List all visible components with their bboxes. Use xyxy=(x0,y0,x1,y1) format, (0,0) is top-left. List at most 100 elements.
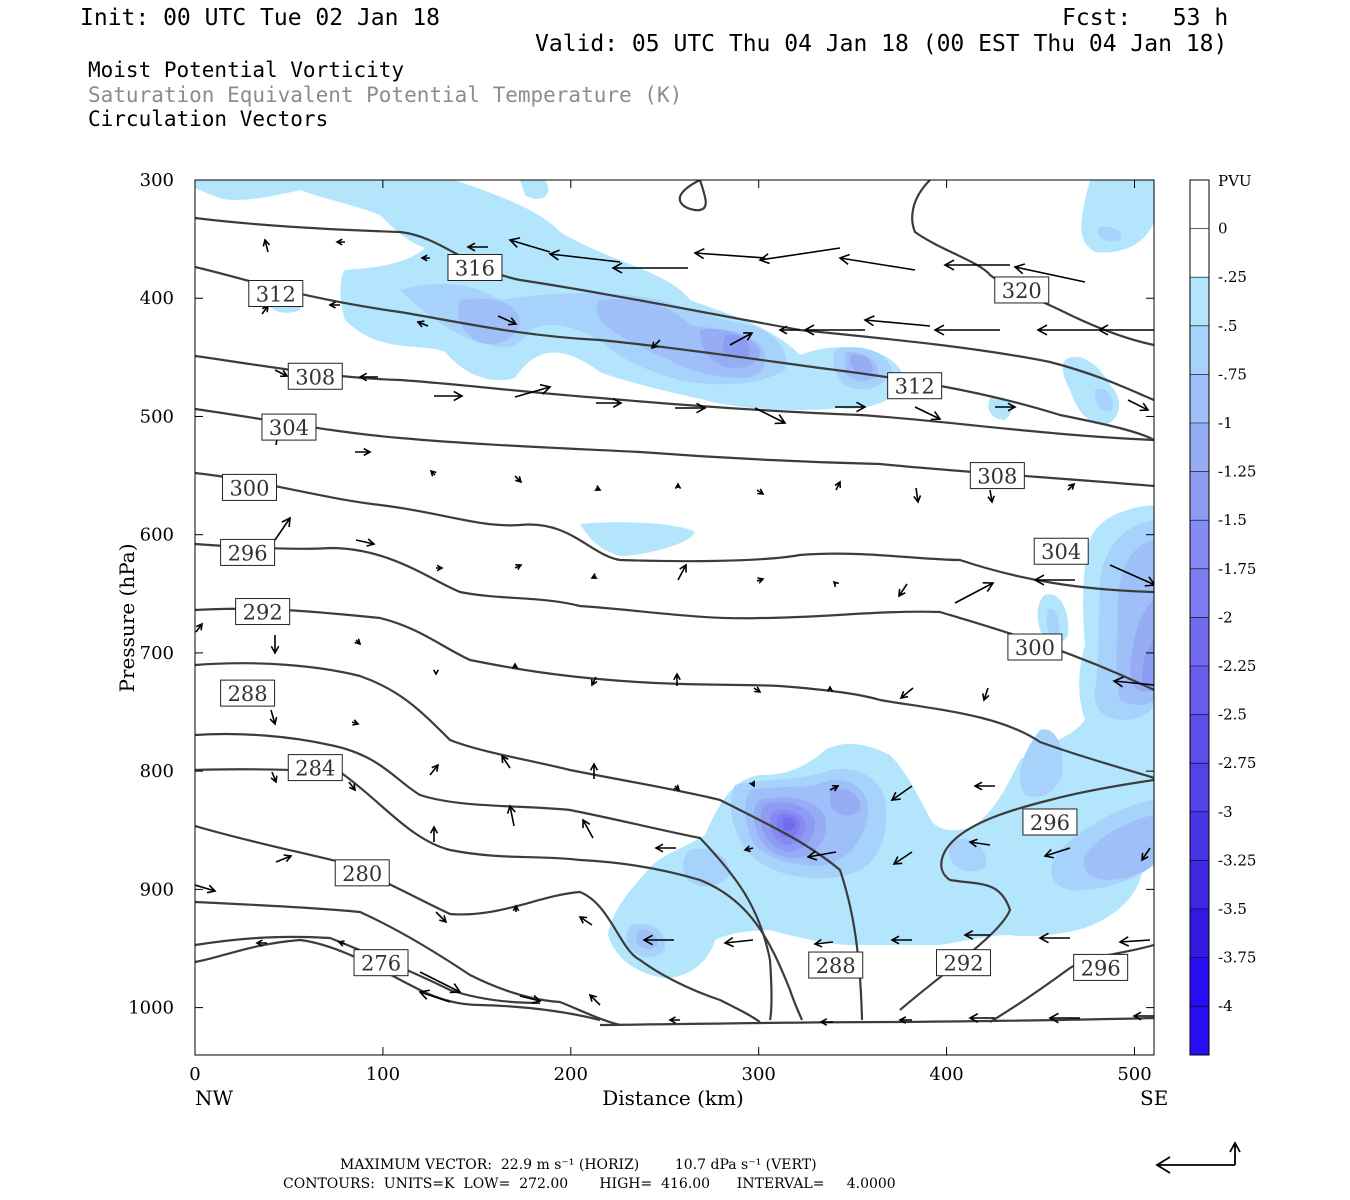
circulation-vector xyxy=(1033,574,1075,586)
circulation-vector xyxy=(354,638,362,646)
forecast-hour: Fcst: 53 h xyxy=(1062,5,1229,31)
x-tick-label: 200 xyxy=(554,1064,588,1085)
svg-text:312: 312 xyxy=(895,375,935,399)
circulation-vector xyxy=(803,324,865,336)
circulation-vector xyxy=(434,390,464,402)
circulation-vector xyxy=(519,994,542,1004)
contour-label: 300 xyxy=(221,473,277,501)
circulation-vector xyxy=(914,406,942,421)
circulation-vector xyxy=(508,237,551,253)
circulation-vector xyxy=(1038,932,1070,944)
x-tick-label: 0 xyxy=(189,1064,200,1085)
circulation-vector xyxy=(756,577,765,584)
circulation-vector xyxy=(355,538,376,547)
circulation-vector xyxy=(963,930,990,940)
colorbar-label: -3.75 xyxy=(1218,949,1256,967)
svg-text:300: 300 xyxy=(1015,636,1055,660)
circulation-vector xyxy=(274,516,291,541)
circulation-vector xyxy=(511,662,519,669)
circulation-vector xyxy=(506,804,516,827)
circulation-vector xyxy=(650,339,661,350)
circulation-vector xyxy=(654,843,676,853)
circulation-vector xyxy=(501,754,511,769)
colorbar-label: -3.5 xyxy=(1218,900,1247,918)
colorbar-unit: PVU xyxy=(1218,172,1252,190)
colorbar-label: -2 xyxy=(1218,608,1233,626)
y-axis-label: Pressure (hPa) xyxy=(115,544,139,693)
circulation-vectors xyxy=(195,237,1154,1026)
contour-label: 316 xyxy=(447,253,503,281)
init-time: Init: 00 UTC Tue 02 Jan 18 xyxy=(80,5,441,31)
contour-label: 304 xyxy=(1033,537,1089,565)
circulation-vector xyxy=(1141,847,1151,862)
svg-text:320: 320 xyxy=(1002,279,1042,303)
y-tick-label: 700 xyxy=(140,643,174,664)
circulation-vector xyxy=(933,324,1000,336)
x-axis-label: Distance (km) xyxy=(602,1086,744,1110)
contour-label: 292 xyxy=(936,949,992,977)
colorbar-label: -.75 xyxy=(1218,365,1247,383)
circulation-vector xyxy=(514,563,523,571)
circulation-vector xyxy=(813,938,834,948)
circulation-vector xyxy=(832,580,840,588)
circulation-vector xyxy=(429,763,440,776)
circulation-vector xyxy=(274,369,289,378)
circulation-vector xyxy=(337,940,346,947)
svg-text:300: 300 xyxy=(229,476,269,500)
circulation-vector xyxy=(269,709,278,726)
y-tick-label: 400 xyxy=(140,288,174,309)
circulation-vector xyxy=(758,247,841,265)
x-tick-label: 300 xyxy=(742,1064,776,1085)
circulation-vector xyxy=(673,784,681,792)
colorbar-label: 0 xyxy=(1218,220,1228,238)
circulation-vector xyxy=(195,622,203,633)
circulation-vector xyxy=(819,1018,833,1026)
colorbar-swatch xyxy=(1190,228,1209,278)
contour-label: 300 xyxy=(1007,633,1063,661)
reference-vector xyxy=(1155,1141,1241,1174)
x-tick-label: 500 xyxy=(1117,1064,1151,1085)
circulation-vector xyxy=(1036,324,1098,336)
circulation-vector xyxy=(675,402,707,414)
circulation-vector xyxy=(328,301,340,309)
circulation-vector xyxy=(743,845,754,853)
colorbar-label: -1 xyxy=(1218,414,1233,432)
colorbar-swatch xyxy=(1190,325,1209,375)
circulation-vector xyxy=(1109,564,1154,587)
contour-label: 292 xyxy=(235,598,291,626)
x-tick-label: 400 xyxy=(929,1064,963,1085)
y-tick-label: 600 xyxy=(140,525,174,546)
y-tick-label: 900 xyxy=(140,879,174,900)
circulation-vector xyxy=(262,238,271,253)
circulation-vector xyxy=(355,447,372,457)
svg-text:296: 296 xyxy=(228,541,268,565)
circulation-vector xyxy=(1043,847,1071,859)
svg-text:292: 292 xyxy=(243,601,283,625)
circulation-vector xyxy=(995,402,1017,412)
max-vector-text: MAXIMUM VECTOR: 22.9 m s⁻¹ (HORIZ) 10.7 … xyxy=(340,1157,817,1173)
contour-label: 304 xyxy=(261,413,317,441)
circulation-vector xyxy=(611,262,688,274)
colorbar-swatch xyxy=(1190,763,1209,812)
colorbar-swatch xyxy=(1190,860,1209,909)
circulation-vector xyxy=(514,475,523,484)
colorbar-label: -.5 xyxy=(1218,317,1237,335)
circulation-vector xyxy=(838,253,916,271)
y-tick-label: 300 xyxy=(140,170,174,191)
y-tick-label: 800 xyxy=(140,761,174,782)
contour-label: 288 xyxy=(220,679,276,707)
circulation-vector xyxy=(351,719,360,726)
circulation-vector xyxy=(913,487,922,504)
circulation-vector xyxy=(642,934,674,946)
colorbar-swatch xyxy=(1190,471,1209,521)
x-label-nw: NW xyxy=(195,1086,234,1110)
field-title-vectors: Circulation Vectors xyxy=(88,107,329,131)
colorbar-swatch xyxy=(1190,811,1209,861)
circulation-vector xyxy=(429,469,437,477)
circulation-vector xyxy=(261,304,269,315)
circulation-vector xyxy=(723,936,754,948)
circulation-vector xyxy=(892,851,913,865)
svg-text:304: 304 xyxy=(1041,540,1081,564)
x-label-se: SE xyxy=(1140,1086,1168,1110)
